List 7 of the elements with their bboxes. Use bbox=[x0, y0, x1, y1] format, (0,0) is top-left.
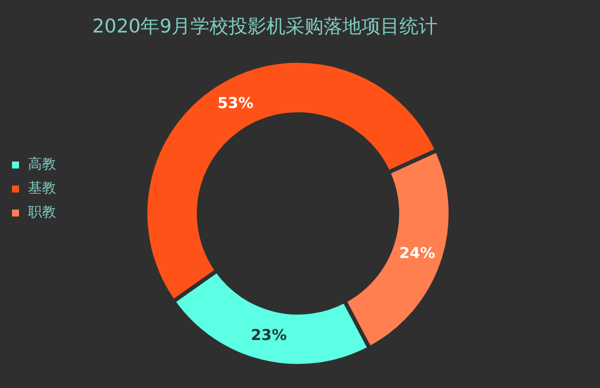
data-label: 23% bbox=[250, 326, 287, 344]
data-label: 24% bbox=[399, 244, 436, 262]
legend-label: 职教 bbox=[28, 204, 56, 221]
legend-label: 高教 bbox=[28, 156, 56, 173]
chart-title: 2020年9月学校投影机采购落地项目统计 bbox=[92, 15, 438, 38]
legend-label: 基教 bbox=[28, 180, 56, 197]
data-label: 53% bbox=[217, 94, 254, 112]
